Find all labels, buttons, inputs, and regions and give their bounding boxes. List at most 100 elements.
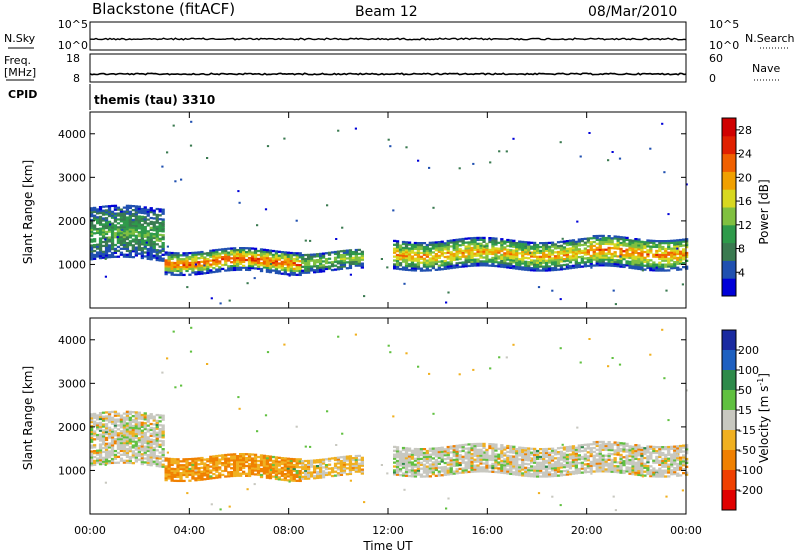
power-cell: [416, 259, 421, 262]
velocity-cell: [140, 429, 144, 432]
velocity-cell: [174, 386, 177, 389]
velocity-cell: [324, 471, 329, 475]
velocity-cell: [149, 432, 153, 435]
velocity-cell: [610, 445, 614, 448]
velocity-cell: [292, 465, 296, 469]
velocity-cell: [562, 448, 567, 451]
velocity-cell: [206, 471, 210, 475]
velocity-cell: [461, 471, 465, 474]
velocity-cell: [604, 458, 608, 461]
power-cell: [215, 248, 219, 252]
velocity-cell: [319, 462, 323, 465]
power-cell: [245, 268, 249, 271]
power-cell: [131, 240, 135, 243]
power-cell: [262, 264, 267, 267]
velocity-cell: [503, 460, 507, 463]
power-cell: [631, 241, 635, 244]
power-cell: [339, 257, 344, 261]
power-cell: [326, 204, 329, 207]
power-cell: [256, 261, 261, 264]
velocity-cell: [161, 416, 165, 419]
velocity-cell: [247, 467, 252, 470]
power-cell: [125, 241, 130, 245]
velocity-cell: [280, 460, 284, 464]
power-cell: [625, 252, 629, 255]
power-cell: [467, 251, 471, 254]
power-cell: [529, 252, 532, 254]
power-cell: [425, 261, 429, 264]
velocity-cell: [434, 466, 438, 470]
velocity-cell: [242, 462, 246, 466]
velocity-cell: [494, 461, 498, 464]
velocity-cell: [316, 476, 320, 480]
velocity-cell: [467, 459, 471, 462]
velocity-cell: [568, 445, 573, 448]
power-cell: [265, 260, 270, 264]
power-cell: [571, 258, 576, 262]
velocity-cell: [253, 467, 258, 470]
power-cell: [676, 245, 680, 248]
power-cell: [210, 297, 213, 300]
velocity-cell: [470, 454, 474, 458]
velocity-cell: [604, 446, 608, 450]
velocity-cell: [90, 438, 94, 441]
power-cell: [203, 256, 207, 259]
power-cell: [550, 263, 555, 266]
power-cell: [655, 263, 659, 266]
velocity-cell: [170, 479, 174, 482]
power-cell: [673, 247, 677, 250]
velocity-cell: [601, 460, 605, 463]
velocity-cell: [313, 477, 317, 480]
power-cell: [527, 253, 531, 256]
power-cell: [224, 261, 228, 264]
power-cell: [116, 249, 121, 252]
power-cell: [673, 251, 677, 254]
velocity-cell: [473, 442, 477, 446]
power-cell: [428, 247, 432, 250]
velocity-cell: [268, 467, 273, 470]
power-cell: [461, 261, 465, 264]
velocity-cell: [116, 432, 121, 435]
power-cell: [634, 261, 638, 264]
power-cell: [565, 240, 570, 243]
power-cell: [158, 229, 162, 233]
velocity-cell: [224, 465, 228, 468]
power-cell: [622, 263, 626, 267]
power-cell: [161, 253, 165, 256]
power-cell: [521, 266, 525, 269]
velocity-cell: [449, 465, 453, 468]
power-cell: [145, 241, 148, 244]
velocity-cell: [262, 456, 267, 459]
power-cell: [167, 259, 171, 262]
power-cell: [562, 240, 567, 243]
velocity-cell: [649, 465, 653, 468]
velocity-cell: [434, 455, 438, 458]
power-cell: [515, 263, 519, 266]
velocity-cell: [542, 463, 546, 466]
power-cell: [488, 264, 492, 267]
power-cell: [661, 267, 665, 270]
velocity-cell: [536, 469, 540, 472]
velocity-cell: [164, 459, 168, 462]
power-cell: [310, 267, 314, 270]
velocity-cell: [93, 438, 97, 441]
power-cell: [98, 243, 103, 246]
velocity-cell: [98, 433, 103, 436]
power-cell: [212, 270, 216, 274]
velocity-cell: [625, 468, 629, 471]
velocity-cell: [348, 468, 353, 472]
velocity-cell: [98, 437, 103, 440]
power-cell: [634, 255, 638, 258]
velocity-cell: [679, 458, 683, 461]
velocity-cell: [134, 419, 138, 422]
power-cell: [292, 267, 296, 270]
velocity-cell: [539, 461, 543, 464]
velocity-cell: [664, 469, 668, 472]
power-ylabel: Slant Range [km]: [21, 160, 35, 264]
velocity-cell: [622, 456, 626, 459]
velocity-cell: [568, 449, 573, 452]
velocity-cell: [128, 410, 132, 414]
power-cell: [125, 249, 130, 253]
noise-trace: [90, 37, 687, 41]
power-cell: [155, 233, 159, 236]
